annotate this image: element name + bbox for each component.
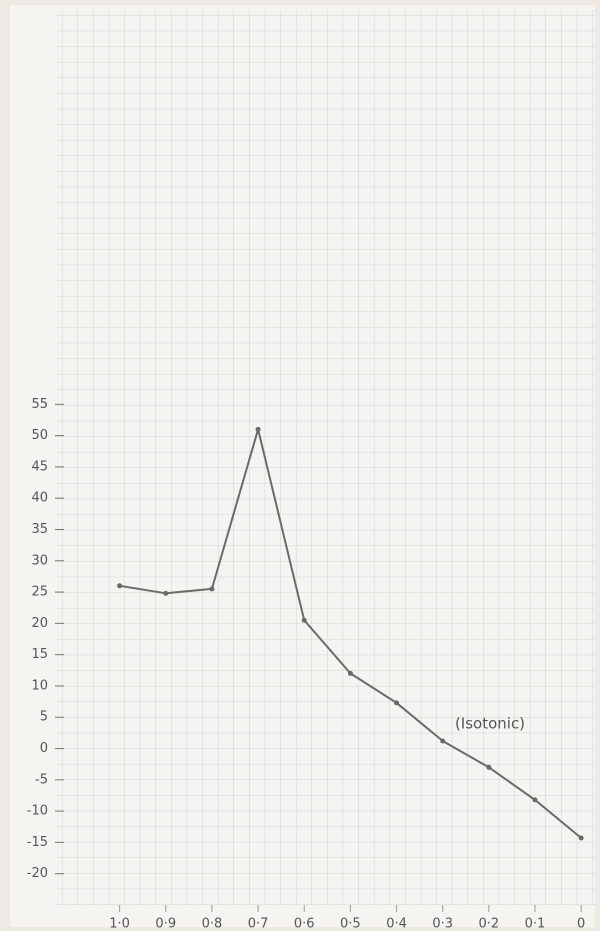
y-tick-label: 40 xyxy=(31,491,48,506)
point xyxy=(348,671,353,676)
point xyxy=(533,797,538,802)
y-tick-label: -10 xyxy=(27,804,48,819)
point xyxy=(256,427,261,432)
x-tick-label: 1·0 xyxy=(109,917,130,931)
x-tick-label: 0·3 xyxy=(432,917,453,931)
y-tick-label: 35 xyxy=(31,522,48,537)
point xyxy=(486,765,491,770)
y-tick-label: 55 xyxy=(31,397,48,412)
y-tick-label: 15 xyxy=(31,647,48,662)
x-tick-label: 0·9 xyxy=(155,917,176,931)
y-tick-label: 10 xyxy=(31,678,48,693)
x-tick-label: 0·4 xyxy=(386,917,407,931)
point xyxy=(302,618,307,623)
y-tick-label: -5 xyxy=(35,772,48,787)
x-tick-label: 0·2 xyxy=(479,917,500,931)
y-tick-label: 45 xyxy=(31,459,48,474)
point xyxy=(209,586,214,591)
x-tick-label: 0 xyxy=(577,917,585,931)
y-tick-label: 50 xyxy=(31,428,48,443)
chart: (Isotonic) -20 -15 -10 -5 0 5 10 15 20 25 30 35 40 45… xyxy=(0,0,600,931)
x-tick-label: 0·1 xyxy=(525,917,546,931)
y-tick-label: 5 xyxy=(40,710,48,725)
point xyxy=(579,836,584,841)
graph-paper xyxy=(55,10,595,905)
y-tick-label: 30 xyxy=(31,553,48,568)
y-tick-label: 25 xyxy=(31,585,48,600)
y-tick-label: 0 xyxy=(40,741,48,756)
point xyxy=(117,583,122,588)
y-tick-label: -15 xyxy=(27,835,48,850)
point xyxy=(394,700,399,705)
x-tick-label: 0·7 xyxy=(248,917,269,931)
y-tick-label: -20 xyxy=(27,866,48,881)
point xyxy=(440,739,445,744)
x-tick-label: 0·5 xyxy=(340,917,361,931)
x-tick-label: 0·6 xyxy=(294,917,315,931)
y-tick-label: 20 xyxy=(31,616,48,631)
annotation: (Isotonic) xyxy=(455,715,525,733)
point xyxy=(163,591,168,596)
x-tick-label: 0·8 xyxy=(202,917,223,931)
